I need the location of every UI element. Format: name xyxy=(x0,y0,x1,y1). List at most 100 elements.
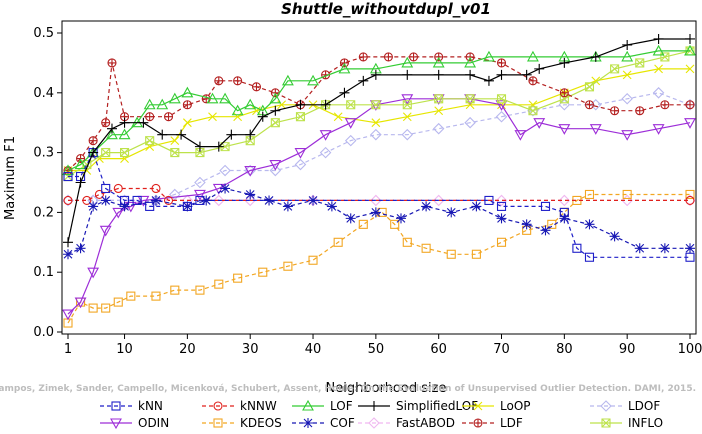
data-point-simplifiedlof xyxy=(622,39,633,50)
data-point-loop xyxy=(371,118,381,128)
data-point-ldof xyxy=(370,128,382,141)
data-point-simplifiedlof xyxy=(106,123,117,134)
data-point-lof xyxy=(684,44,696,56)
data-point-lof xyxy=(269,92,282,104)
data-point-lof xyxy=(181,86,194,98)
data-point-ldof xyxy=(319,146,332,159)
data-point-ldf xyxy=(233,76,243,86)
data-point-ldf xyxy=(101,118,111,128)
data-point-lof xyxy=(401,56,414,68)
data-point-ldof xyxy=(464,116,476,129)
data-point-kdeos xyxy=(170,285,180,295)
data-point-simplifiedlof xyxy=(63,237,73,248)
data-point-cof xyxy=(245,189,256,200)
legend-item-knn: kNN xyxy=(100,399,163,413)
data-point-kdeos xyxy=(402,237,412,247)
data-point-ldof xyxy=(652,87,665,99)
x-tick-label: 90 xyxy=(619,342,636,357)
data-point-simplifiedlof xyxy=(138,117,149,128)
data-point-simplifiedlof xyxy=(433,69,444,80)
legend-item-inflo: INFLO xyxy=(590,416,663,430)
data-point-lof xyxy=(483,50,495,62)
data-point-knnw xyxy=(685,195,695,205)
x-tick-label: 60 xyxy=(430,342,447,357)
data-point-cof xyxy=(559,213,570,224)
data-point-inflo xyxy=(245,136,255,146)
data-point-knn xyxy=(496,201,507,211)
legend-marker-knn xyxy=(111,401,121,411)
data-point-kdeos xyxy=(258,267,268,277)
data-point-lof xyxy=(338,62,351,74)
data-point-simplifiedlof xyxy=(245,129,256,140)
data-point-cof xyxy=(395,213,406,224)
data-point-simplifiedlof xyxy=(402,69,413,80)
data-point-cof xyxy=(308,195,319,206)
data-point-inflo xyxy=(402,100,412,110)
data-point-knnw xyxy=(113,183,123,194)
data-point-inflo xyxy=(170,148,180,158)
data-point-lof xyxy=(156,98,169,110)
legend-item-loop: LoOP xyxy=(462,399,531,413)
data-point-kdeos xyxy=(584,189,595,200)
data-point-lof xyxy=(219,92,232,104)
data-point-cof xyxy=(119,201,130,212)
data-point-ldf xyxy=(358,52,368,62)
data-point-loop xyxy=(252,106,261,116)
data-point-simplifiedlof xyxy=(226,129,237,140)
data-point-kdeos xyxy=(283,261,293,271)
x-tick-label: 40 xyxy=(305,342,322,357)
data-point-knnw xyxy=(94,189,104,200)
data-point-ldof xyxy=(401,128,414,141)
series-ldof xyxy=(62,87,696,207)
data-point-cof xyxy=(370,207,381,218)
data-point-cof xyxy=(150,195,161,206)
series-kdeos xyxy=(63,189,695,328)
series-loop xyxy=(63,64,695,175)
legend-marker-inflo xyxy=(601,418,611,428)
legend-marker-cof xyxy=(303,418,313,428)
data-point-ldf xyxy=(496,58,507,68)
data-point-lof xyxy=(307,74,319,86)
data-point-loop xyxy=(277,100,287,110)
data-point-simplifiedlof xyxy=(119,117,130,128)
legend-label-inflo: INFLO xyxy=(628,416,663,430)
data-point-simplifiedlof xyxy=(358,75,369,86)
data-point-simplifiedlof xyxy=(465,69,476,80)
data-point-simplifiedlof xyxy=(194,141,205,152)
data-point-ldf xyxy=(88,136,98,146)
data-point-ldof xyxy=(589,98,602,111)
data-point-odin xyxy=(269,160,282,171)
series-simplifiedlof xyxy=(63,33,695,248)
series-line-ldf xyxy=(67,56,690,171)
data-point-simplifiedlof xyxy=(590,51,601,62)
data-point-odin xyxy=(62,309,74,321)
data-point-ldf xyxy=(163,112,174,122)
data-point-knnw xyxy=(82,195,92,205)
legend-item-knnw: kNNW xyxy=(202,399,277,413)
data-point-odin xyxy=(87,267,100,279)
data-point-knn xyxy=(132,195,142,205)
data-point-cof xyxy=(659,243,670,254)
data-point-ldof xyxy=(495,110,508,123)
y-tick-label: 0.2 xyxy=(33,205,54,220)
data-point-simplifiedlof xyxy=(176,129,187,140)
data-point-kdeos xyxy=(214,279,224,289)
data-point-ldof xyxy=(219,164,231,177)
data-point-simplifiedlof xyxy=(496,69,507,80)
legend-marker-fastabod xyxy=(368,417,380,429)
data-point-simplifiedlof xyxy=(157,129,168,140)
data-point-simplifiedlof xyxy=(213,141,224,152)
y-tick-label: 0.0 xyxy=(33,325,54,340)
legend-label-lof: LOF xyxy=(330,399,353,413)
legend-item-ldof: LDOF xyxy=(590,399,660,413)
data-point-cof xyxy=(471,201,482,212)
data-point-ldf xyxy=(145,112,155,122)
data-point-odin xyxy=(112,207,125,219)
data-point-loop xyxy=(654,64,663,74)
legend-item-lof: LOF xyxy=(292,399,353,413)
data-point-ldof xyxy=(294,158,307,171)
data-point-cof xyxy=(446,207,457,218)
data-point-inflo xyxy=(610,64,620,74)
data-point-cof xyxy=(201,195,212,206)
data-point-cof xyxy=(634,243,645,254)
